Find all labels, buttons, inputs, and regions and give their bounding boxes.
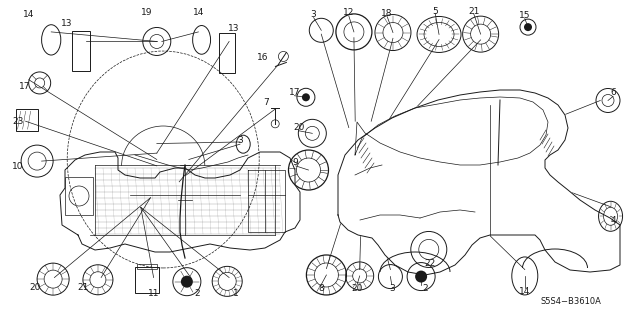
Text: 17: 17	[19, 82, 30, 91]
Text: 19: 19	[141, 8, 153, 17]
Text: 1: 1	[233, 289, 238, 298]
Text: S5S4−B3610A: S5S4−B3610A	[541, 297, 602, 306]
Text: 14: 14	[519, 287, 531, 296]
Circle shape	[524, 23, 532, 31]
Text: 13: 13	[228, 24, 239, 33]
Text: 21: 21	[77, 283, 89, 292]
Text: 18: 18	[381, 9, 393, 18]
Text: 3: 3	[311, 10, 316, 19]
Bar	[137, 264, 157, 269]
Text: 3: 3	[389, 284, 394, 293]
Text: 5: 5	[433, 7, 438, 16]
Circle shape	[302, 93, 310, 101]
Bar	[219, 33, 236, 73]
Text: 23: 23	[12, 117, 24, 126]
Text: 16: 16	[257, 53, 268, 62]
Bar	[135, 267, 159, 293]
Text: 4: 4	[611, 216, 616, 225]
Text: 20: 20	[351, 284, 363, 293]
Text: 11: 11	[148, 289, 159, 298]
Text: 15: 15	[519, 11, 531, 20]
Text: 13: 13	[61, 19, 73, 28]
Text: 2: 2	[423, 284, 428, 293]
Text: 20: 20	[29, 283, 41, 292]
Circle shape	[415, 271, 427, 283]
Text: 2: 2	[195, 289, 200, 298]
Text: 8: 8	[319, 284, 324, 293]
Text: 12: 12	[343, 8, 355, 17]
Bar	[15, 109, 38, 131]
Text: 6: 6	[611, 88, 616, 97]
Text: 7: 7	[263, 98, 268, 107]
Text: 9: 9	[293, 158, 298, 167]
Bar	[65, 177, 93, 215]
Text: 14: 14	[193, 8, 204, 17]
Text: 21: 21	[468, 7, 479, 16]
Text: 22: 22	[424, 259, 436, 268]
Polygon shape	[338, 90, 620, 275]
Circle shape	[181, 276, 193, 288]
Text: 10: 10	[12, 162, 24, 171]
Text: 20: 20	[293, 123, 305, 132]
Bar	[72, 32, 90, 71]
Text: 14: 14	[23, 10, 35, 19]
Text: 17: 17	[289, 88, 300, 97]
Text: 3: 3	[237, 136, 243, 145]
